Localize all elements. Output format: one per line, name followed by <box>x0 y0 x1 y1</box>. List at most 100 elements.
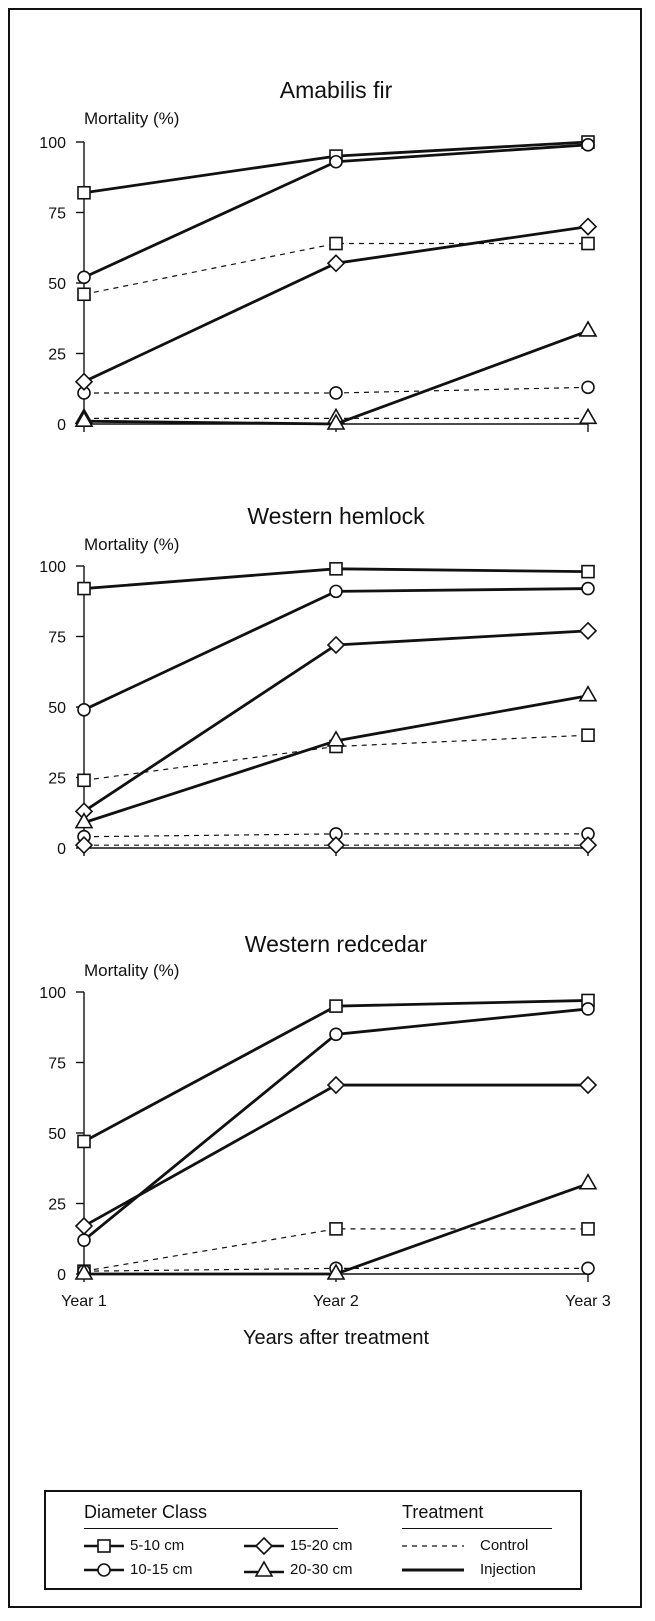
figure-frame <box>8 8 642 1608</box>
series-control-5-10cm <box>77 236 595 302</box>
y-axis-label: Mortality (%) <box>84 535 179 554</box>
square-marker-icon <box>84 1539 124 1553</box>
legend-label-injection: Injection <box>480 1561 536 1578</box>
series-injection-20-30cm <box>74 685 598 829</box>
diamond-marker <box>578 836 598 855</box>
y-tick-label: 75 <box>48 630 66 647</box>
chart-title: Western redcedar <box>245 931 428 957</box>
legend-diameter-rule <box>84 1528 338 1529</box>
series-line <box>83 1007 589 1242</box>
chart-title: Amabilis fir <box>280 77 393 103</box>
circle-marker <box>77 1233 91 1247</box>
diamond-marker <box>578 621 598 640</box>
series-injection-5-10cm <box>77 562 595 596</box>
circle-marker <box>581 581 595 596</box>
circle-marker <box>329 584 343 599</box>
series-injection-15-20cm <box>74 217 598 391</box>
diamond-marker <box>326 836 346 855</box>
series-line <box>83 1083 588 1228</box>
triangle-marker <box>578 320 598 337</box>
diamond-marker-icon <box>244 1536 284 1556</box>
y-tick-label: 50 <box>48 276 66 293</box>
diamond-marker <box>578 217 598 236</box>
series-line <box>83 1228 588 1272</box>
y-tick-label: 100 <box>39 559 66 576</box>
legend-label-control: Control <box>480 1537 529 1554</box>
legend-label-10-15: 10-15 cm <box>130 1561 193 1578</box>
triangle-marker-icon <box>244 1560 284 1577</box>
square-marker <box>581 236 595 251</box>
square-marker <box>329 1222 343 1236</box>
square-marker <box>581 728 595 743</box>
chart-panel-1: Amabilis fir Mortality (%) 0 25 50 75 100 <box>39 77 598 434</box>
y-tick-label: 0 <box>57 841 66 858</box>
y-tick-label: 75 <box>48 206 66 223</box>
x-tick-label: Year 3 <box>565 1293 611 1310</box>
series-injection-10-15cm <box>77 581 595 717</box>
circle-marker <box>329 386 343 400</box>
y-tick-label: 0 <box>57 1267 66 1284</box>
x-tick-label: Year 2 <box>313 1293 359 1310</box>
square-marker <box>329 236 343 251</box>
square-marker <box>581 564 595 579</box>
triangle-marker <box>578 1173 598 1190</box>
triangle-marker <box>326 1263 346 1280</box>
circle-marker <box>581 138 595 152</box>
legend-treatment-rule <box>402 1528 552 1529</box>
chart-title: Western hemlock <box>247 503 425 529</box>
square-marker <box>77 581 91 596</box>
series-injection-15-20cm <box>74 1075 598 1236</box>
circle-marker-icon <box>84 1563 124 1577</box>
series-injection-10-15cm <box>77 138 595 285</box>
square-marker <box>77 185 91 200</box>
triangle-marker <box>74 410 94 427</box>
triangle-marker <box>74 1263 94 1280</box>
legend-label-15-20: 15-20 cm <box>290 1537 353 1554</box>
triangle-marker <box>326 413 346 430</box>
y-tick-label: 75 <box>48 1056 66 1073</box>
y-axis-label: Mortality (%) <box>84 961 179 980</box>
chart-panel-2: Western hemlock Mortality (%) 0 25 50 75 100 <box>39 503 598 858</box>
y-tick-label: 50 <box>48 700 66 717</box>
diamond-marker <box>326 1075 346 1095</box>
series-injection-10-15cm <box>77 1002 595 1247</box>
dashed-line-icon <box>402 1545 464 1547</box>
square-marker <box>581 1222 595 1236</box>
circle-marker <box>581 1002 595 1016</box>
diamond-marker <box>326 254 346 273</box>
x-axis-label: Years after treatment <box>243 1327 429 1349</box>
square-marker <box>329 999 343 1013</box>
circle-marker <box>581 380 595 395</box>
diamond-marker <box>74 836 94 855</box>
triangle-marker <box>578 685 598 702</box>
series-injection-15-20cm <box>74 621 598 821</box>
legend-box: Diameter Class Treatment 5-10 cm 15-20 c… <box>44 1490 582 1590</box>
legend-label-5-10: 5-10 cm <box>130 1537 185 1554</box>
series-control-15-20cm <box>74 836 598 855</box>
square-marker <box>77 287 91 302</box>
diamond-marker <box>326 635 346 655</box>
series-injection-20-30cm <box>74 1173 598 1280</box>
square-marker <box>77 773 91 788</box>
square-marker <box>329 562 343 576</box>
y-axis-label: Mortality (%) <box>84 109 179 128</box>
triangle-marker <box>74 812 94 829</box>
chart-panel-3: Western redcedar Mortality (%) 0 25 50 75 100 Y… <box>39 931 611 1349</box>
y-tick-label: 25 <box>48 1197 66 1214</box>
series-injection-20-30cm <box>74 320 598 430</box>
y-tick-label: 0 <box>57 417 66 434</box>
series-line <box>83 999 589 1143</box>
legend-treatment-heading: Treatment <box>402 1502 484 1522</box>
legend-diameter-heading: Diameter Class <box>84 1502 208 1522</box>
y-tick-label: 50 <box>48 1126 66 1143</box>
solid-line-icon <box>402 1568 464 1572</box>
diamond-marker <box>74 1216 94 1236</box>
circle-marker <box>77 270 91 285</box>
y-tick-label: 25 <box>48 771 66 788</box>
circle-marker <box>77 703 91 717</box>
y-tick-label: 25 <box>48 347 66 364</box>
triangle-marker <box>326 730 346 747</box>
circle-marker <box>329 154 343 169</box>
square-marker <box>77 1134 91 1149</box>
